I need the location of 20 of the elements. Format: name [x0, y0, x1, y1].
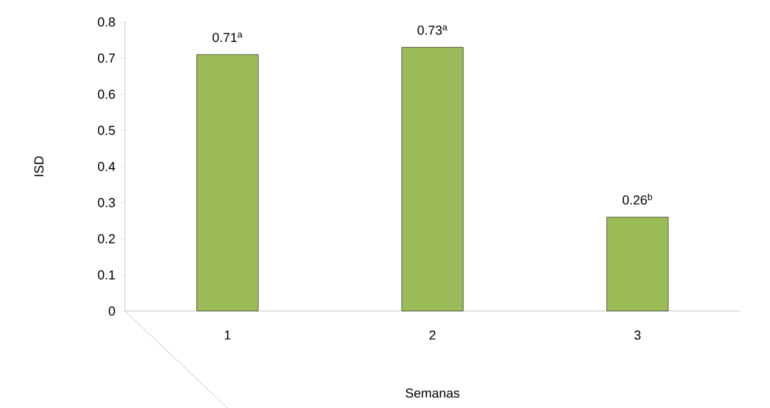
bar — [606, 216, 668, 312]
y-tick-label: 0.1 — [98, 270, 115, 280]
y-tick-label: 0.6 — [98, 90, 115, 99]
y-tick-label: 0.7 — [98, 54, 115, 63]
y-tick-label: 0.2 — [98, 234, 115, 244]
x-axis-title: Semanas — [406, 388, 460, 398]
x-tick-label: 3 — [634, 330, 641, 340]
x-tick-label: 2 — [430, 330, 436, 340]
bar — [402, 47, 464, 312]
data-label: 0.71$^{a}$ — [212, 32, 242, 42]
y-tick-label: 0.8 — [98, 17, 115, 27]
y-tick-label: 0.4 — [98, 162, 116, 172]
y-tick-label: 0.3 — [98, 198, 115, 208]
y-axis-title: ISD — [34, 156, 44, 176]
data-label: 0.26$^{b}$ — [622, 194, 652, 205]
x-tick-label: 1 — [224, 330, 230, 340]
bar — [196, 54, 258, 312]
y-tick-label: 0 — [108, 306, 115, 316]
data-label: 0.73$^{a}$ — [418, 25, 448, 35]
y-tick-label: 0.5 — [98, 126, 115, 135]
